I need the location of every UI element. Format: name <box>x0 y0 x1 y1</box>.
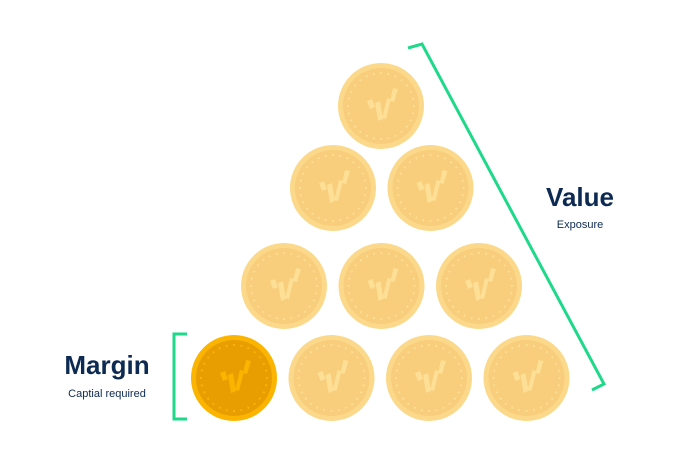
coin <box>387 145 474 231</box>
coin <box>241 243 327 329</box>
checkmark-logo-icon <box>367 268 399 301</box>
checkmark-logo-icon <box>220 360 251 393</box>
coin <box>338 63 424 149</box>
value-title: Value <box>546 182 614 212</box>
coin <box>436 243 522 329</box>
coin <box>288 335 375 421</box>
coin <box>386 335 472 421</box>
margin-bracket <box>172 332 187 421</box>
margin-subtitle: Captial required <box>68 388 146 400</box>
coin <box>338 243 425 329</box>
checkmark-logo-icon <box>415 360 446 393</box>
checkmark-logo-icon <box>319 170 350 203</box>
checkmark-logo-icon <box>416 170 448 203</box>
margin-coin <box>191 335 277 421</box>
value-subtitle: Exposure <box>556 219 604 231</box>
checkmark-logo-icon <box>270 268 301 301</box>
coin <box>483 335 570 421</box>
checkmark-logo-icon <box>512 360 544 393</box>
coin <box>290 145 376 231</box>
checkmark-logo-icon <box>367 88 398 121</box>
checkmark-logo-icon <box>317 360 349 393</box>
margin-title: Margin <box>64 350 150 380</box>
value-bracket <box>407 42 607 392</box>
checkmark-logo-icon <box>465 268 496 301</box>
